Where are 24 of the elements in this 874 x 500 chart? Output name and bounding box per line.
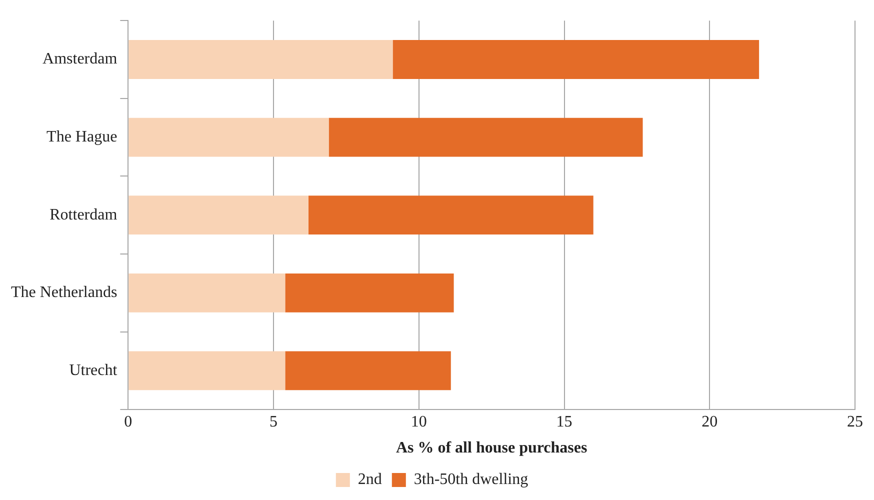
x-tick-label: 15: [556, 413, 572, 430]
x-tick-label: 0: [124, 413, 132, 430]
legend-label: 3th-50th dwelling: [414, 471, 528, 488]
bar: [285, 273, 454, 312]
y-tick-label: Rotterdam: [50, 206, 118, 224]
bar: [285, 351, 451, 390]
legend-label: 2nd: [358, 471, 382, 488]
bar: [128, 273, 286, 312]
bar: [128, 196, 308, 235]
y-tick-label: Amsterdam: [42, 50, 118, 68]
bar: [392, 40, 760, 79]
y-tick-label: The Netherlands: [10, 284, 118, 302]
bar: [328, 118, 643, 157]
x-tick-label: 20: [702, 413, 718, 430]
x-tick-label: 5: [270, 413, 278, 430]
y-tick-label: The Hague: [46, 128, 118, 146]
bar: [128, 40, 393, 79]
bar: [128, 118, 329, 157]
bar: [308, 196, 594, 235]
x-axis-title: As % of all house purchases: [396, 440, 588, 457]
y-tick-label: Utrecht: [69, 362, 118, 379]
x-tick-label: 10: [410, 413, 427, 430]
x-tick-label: 25: [847, 413, 863, 430]
bar: [128, 351, 286, 390]
